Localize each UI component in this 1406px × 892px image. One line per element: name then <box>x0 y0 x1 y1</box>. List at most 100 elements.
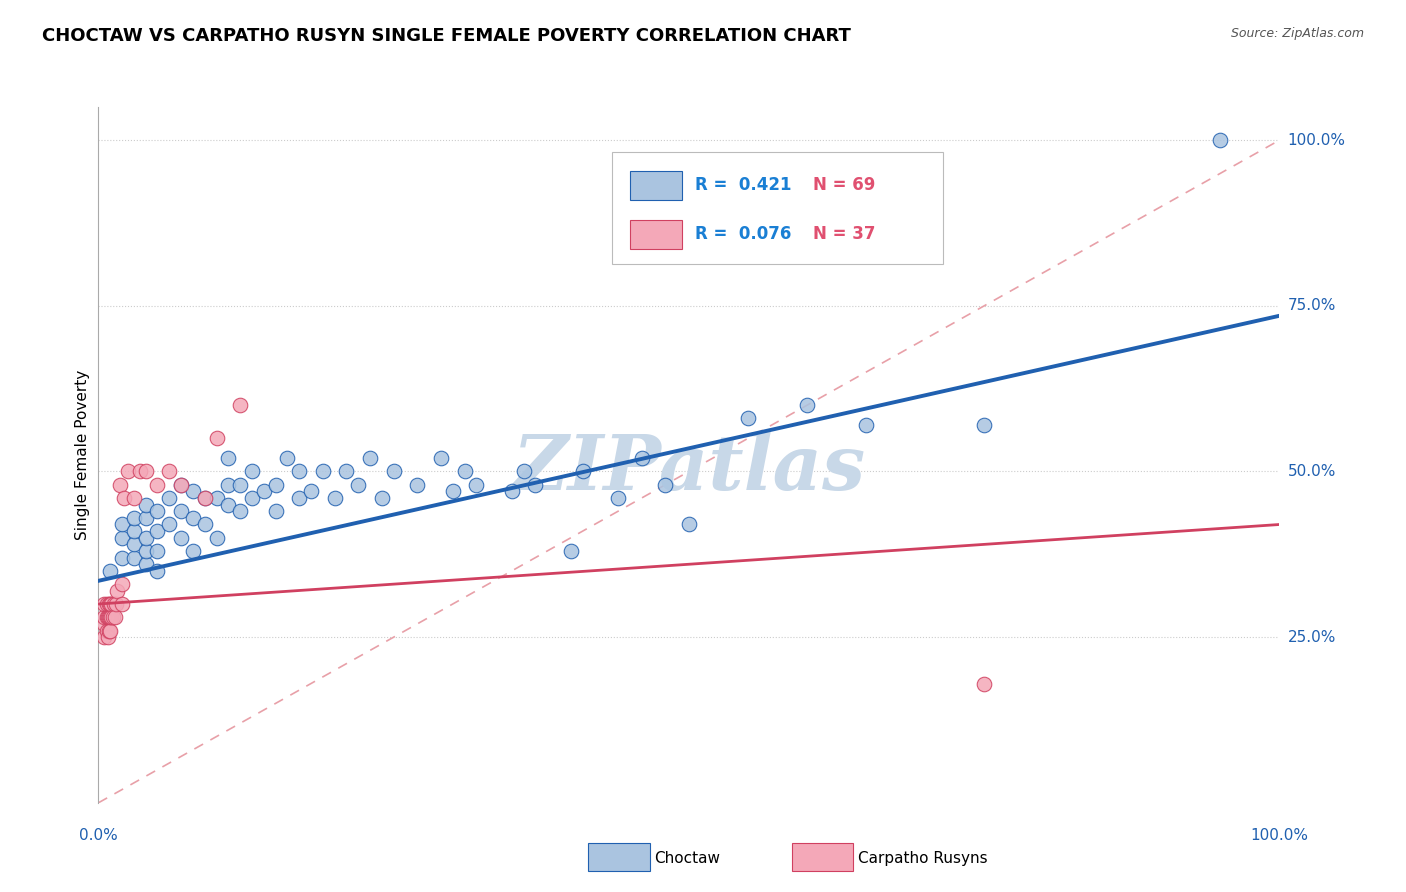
Point <box>194 491 217 505</box>
Text: R =  0.076: R = 0.076 <box>695 225 792 243</box>
Point <box>796 398 818 412</box>
Point <box>128 465 150 479</box>
Point <box>122 491 145 505</box>
FancyBboxPatch shape <box>630 220 682 250</box>
Y-axis label: Single Female Poverty: Single Female Poverty <box>75 370 90 540</box>
Point <box>122 524 145 538</box>
Text: ZIPatlas: ZIPatlas <box>512 432 866 506</box>
Text: N = 37: N = 37 <box>813 225 876 243</box>
Point <box>217 451 239 466</box>
Text: 25.0%: 25.0% <box>1288 630 1336 645</box>
Point <box>98 610 121 624</box>
Point <box>170 504 193 518</box>
Point <box>217 498 239 512</box>
Point <box>229 504 252 518</box>
Point <box>111 550 134 565</box>
Point <box>135 558 157 572</box>
Point <box>312 465 335 479</box>
Point <box>512 465 534 479</box>
Point <box>157 465 180 479</box>
Point <box>194 491 217 505</box>
Point <box>135 498 157 512</box>
Point <box>181 511 204 525</box>
Point <box>98 597 121 611</box>
Point <box>122 537 145 551</box>
Text: 100.0%: 100.0% <box>1250 828 1309 843</box>
Text: 75.0%: 75.0% <box>1288 298 1336 313</box>
Point <box>111 597 134 611</box>
Point <box>146 524 169 538</box>
Point <box>122 550 145 565</box>
Point <box>93 597 115 611</box>
Point <box>607 491 630 505</box>
Point <box>97 630 120 644</box>
Point <box>430 451 453 466</box>
Point <box>97 610 120 624</box>
Point <box>96 597 118 611</box>
Point <box>264 477 287 491</box>
Point <box>111 517 134 532</box>
Point <box>122 511 145 525</box>
Point <box>299 484 322 499</box>
FancyBboxPatch shape <box>612 153 943 264</box>
Point <box>103 597 125 611</box>
Text: 100.0%: 100.0% <box>1288 133 1346 148</box>
Point <box>146 544 169 558</box>
Point <box>93 610 115 624</box>
Point <box>441 484 464 499</box>
Point <box>288 491 311 505</box>
Point <box>104 610 127 624</box>
Point <box>737 411 759 425</box>
Point <box>181 484 204 499</box>
Point <box>146 504 169 518</box>
Point <box>146 477 169 491</box>
Point <box>105 583 128 598</box>
Point <box>205 491 228 505</box>
Point <box>105 597 128 611</box>
Point <box>205 431 228 445</box>
Point <box>146 564 169 578</box>
Point <box>98 624 121 638</box>
Point <box>382 465 405 479</box>
Point <box>108 477 131 491</box>
Point <box>157 517 180 532</box>
Point <box>973 418 995 433</box>
Text: Choctaw: Choctaw <box>654 851 720 865</box>
Point <box>347 477 370 491</box>
Point <box>170 477 193 491</box>
Point <box>229 398 252 412</box>
Point <box>98 624 121 638</box>
Point <box>98 610 121 624</box>
Point <box>135 544 157 558</box>
Point <box>371 491 394 505</box>
Point <box>135 511 157 525</box>
Point <box>335 465 357 479</box>
Text: N = 69: N = 69 <box>813 176 876 194</box>
Point <box>406 477 429 491</box>
Point <box>170 531 193 545</box>
Point <box>205 531 228 545</box>
Point <box>111 531 134 545</box>
Point <box>96 610 118 624</box>
FancyBboxPatch shape <box>630 171 682 201</box>
Point <box>101 610 124 624</box>
Point <box>453 465 475 479</box>
Point <box>253 484 276 499</box>
Text: CHOCTAW VS CARPATHO RUSYN SINGLE FEMALE POVERTY CORRELATION CHART: CHOCTAW VS CARPATHO RUSYN SINGLE FEMALE … <box>42 27 851 45</box>
Point <box>93 616 115 631</box>
Point <box>100 610 122 624</box>
Point <box>359 451 381 466</box>
Point <box>96 624 118 638</box>
Point <box>217 477 239 491</box>
Point <box>501 484 523 499</box>
Point <box>135 531 157 545</box>
Point <box>117 465 139 479</box>
Point <box>229 477 252 491</box>
Point <box>98 564 121 578</box>
Text: 50.0%: 50.0% <box>1288 464 1336 479</box>
Point <box>93 630 115 644</box>
Point <box>240 465 263 479</box>
Point <box>98 597 121 611</box>
Point <box>194 517 217 532</box>
Text: Source: ZipAtlas.com: Source: ZipAtlas.com <box>1230 27 1364 40</box>
